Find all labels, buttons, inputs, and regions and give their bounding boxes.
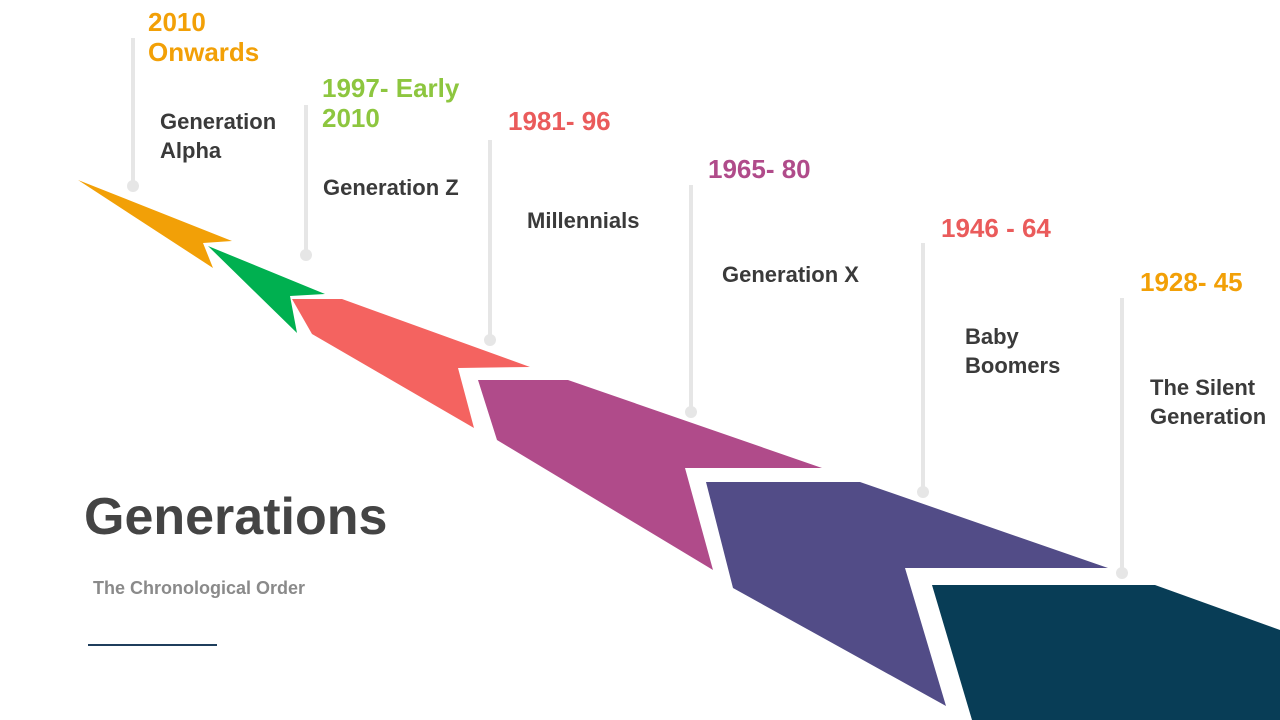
period: 1965- 80 [708, 154, 811, 184]
period: 1997- Early 2010 [322, 73, 460, 133]
generation-name: Baby Boomers [965, 324, 1061, 378]
generation-name: The Silent Generation [1150, 375, 1267, 429]
title: Generations [84, 488, 388, 546]
period: 1946 - 64 [941, 213, 1051, 243]
generation-name: Generation Alpha [160, 109, 277, 163]
period: 1981- 96 [508, 106, 611, 136]
generation-name: Millennials [527, 208, 640, 233]
subtitle: The Chronological Order [93, 578, 306, 598]
period: 1928- 45 [1140, 267, 1243, 297]
period: 2010 Onwards [148, 7, 260, 67]
generation-name: Generation Z [323, 175, 459, 200]
generation-name: Generation X [722, 262, 859, 287]
